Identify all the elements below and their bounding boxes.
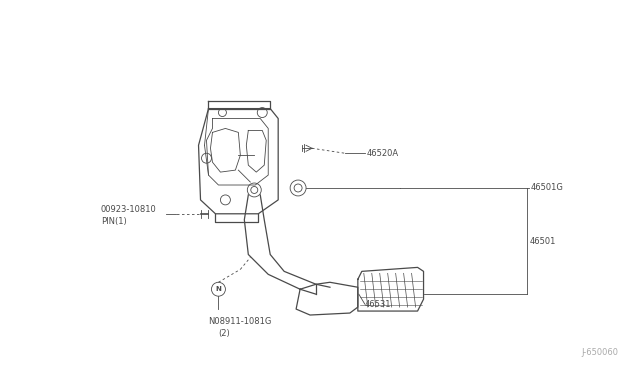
Text: J-650060: J-650060 [582, 348, 619, 357]
Text: 46501: 46501 [530, 237, 556, 246]
Text: PIN(1): PIN(1) [101, 217, 127, 226]
Text: 46520A: 46520A [367, 149, 399, 158]
Text: 46531: 46531 [365, 299, 391, 309]
Text: N: N [216, 286, 221, 292]
Text: N08911-1081G: N08911-1081G [209, 317, 272, 326]
Text: 46501G: 46501G [531, 183, 564, 192]
Text: 00923-10810: 00923-10810 [101, 205, 157, 214]
Text: (2): (2) [218, 329, 230, 338]
